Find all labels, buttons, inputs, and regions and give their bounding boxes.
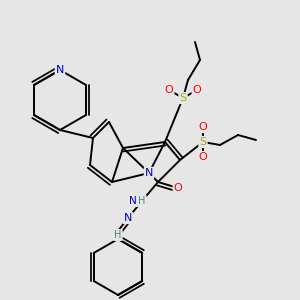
Text: N: N bbox=[56, 65, 64, 75]
Text: O: O bbox=[199, 122, 207, 132]
Text: S: S bbox=[200, 137, 207, 147]
Text: S: S bbox=[179, 93, 187, 103]
Text: N: N bbox=[124, 213, 132, 223]
Text: H: H bbox=[138, 196, 146, 206]
Text: N: N bbox=[129, 196, 137, 206]
Text: O: O bbox=[199, 152, 207, 162]
Text: N: N bbox=[145, 168, 153, 178]
Text: O: O bbox=[165, 85, 173, 95]
Text: O: O bbox=[193, 85, 201, 95]
Text: O: O bbox=[174, 183, 182, 193]
Text: H: H bbox=[114, 230, 122, 240]
